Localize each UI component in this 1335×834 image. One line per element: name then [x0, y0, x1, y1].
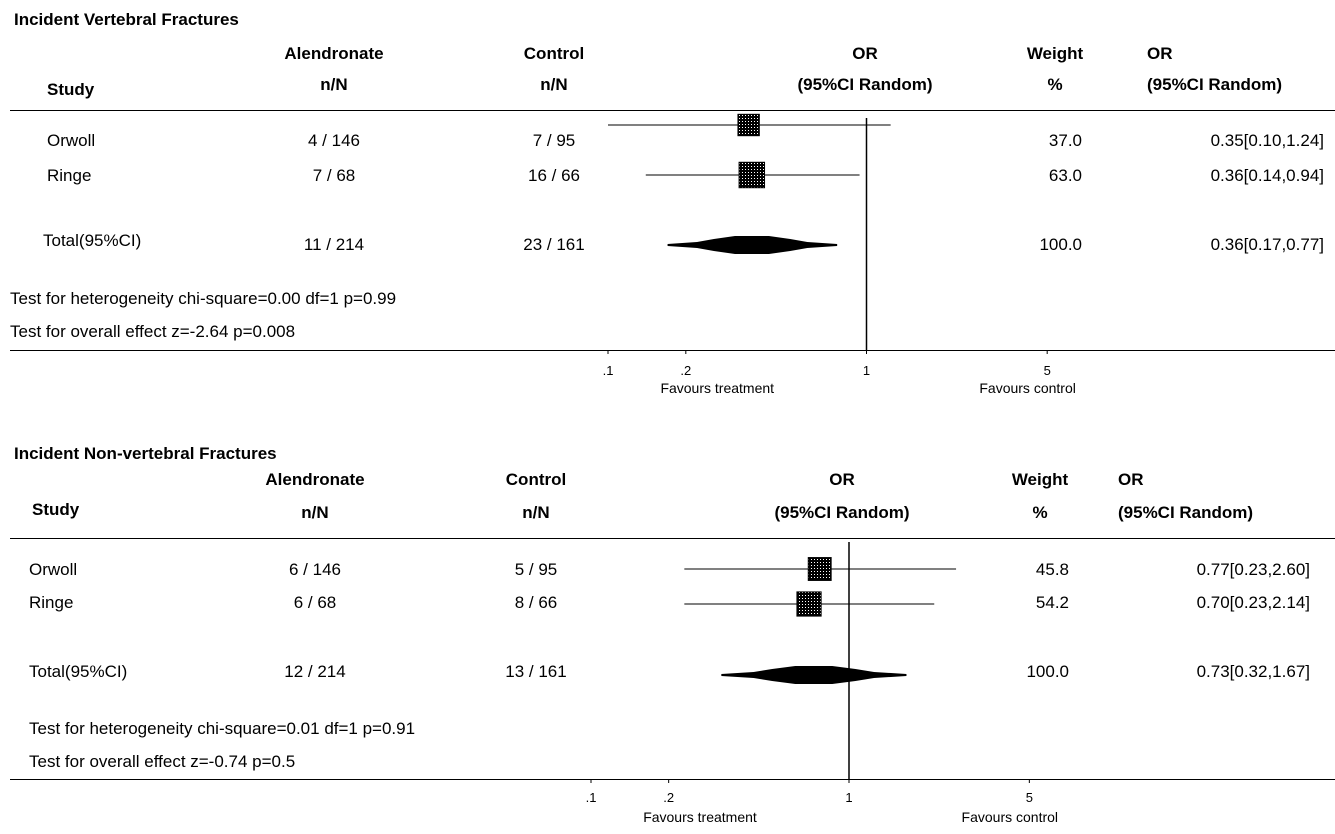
total-weight: 100.0	[1026, 662, 1069, 681]
col-header-ortext-1: OR	[1147, 44, 1173, 63]
total-or-text: 0.73[0.32,1.67]	[1196, 662, 1310, 681]
forest-panel-vertebral: Incident Vertebral Fractures Study Alend…	[0, 0, 1335, 415]
row-study: Ringe	[29, 593, 74, 612]
row-ctrl: 8 / 66	[514, 593, 558, 612]
row-ctrl: 16 / 66	[528, 166, 580, 185]
col-header-weight-1: Weight	[1011, 470, 1069, 489]
col-header-weight-2: %	[1047, 75, 1063, 94]
axis-tick-label: 5	[1026, 790, 1033, 805]
forest-plot-area: .1 .2 1 5 Favours treatment Favours control	[603, 113, 1076, 396]
row-ctrl: 7 / 95	[532, 131, 576, 150]
pooled-diamond	[721, 666, 907, 684]
study-square-marker	[796, 591, 822, 617]
col-header-treat-2: n/N	[320, 75, 348, 94]
total-study: Total(95%CI)	[43, 231, 142, 250]
axis-tick-label: 5	[1044, 363, 1051, 378]
panel-title: Incident Vertebral Fractures	[14, 10, 239, 29]
heterogeneity-test: Test for heterogeneity chi-square=0.01 d…	[29, 719, 416, 738]
study-square-marker	[737, 113, 760, 137]
axis-tick-label: .1	[603, 363, 614, 378]
overall-effect-test: Test for overall effect z=-2.64 p=0.008	[10, 322, 296, 341]
total-study: Total(95%CI)	[29, 662, 128, 681]
total-treat: 11 / 214	[303, 235, 365, 254]
panel-title: Incident Non-vertebral Fractures	[14, 444, 277, 463]
total-ctrl: 23 / 161	[523, 235, 585, 254]
heterogeneity-test: Test for heterogeneity chi-square=0.00 d…	[10, 289, 397, 308]
axis-rule	[10, 350, 1335, 351]
col-header-ortext-2: (95%CI Random)	[1147, 75, 1283, 94]
col-header-or-2: (95%CI Random)	[774, 503, 910, 522]
row-study: Orwoll	[47, 131, 96, 150]
col-header-ctrl-1: Control	[523, 44, 585, 63]
row-or-text: 0.70[0.23,2.14]	[1196, 593, 1310, 612]
col-header-ortext-2: (95%CI Random)	[1118, 503, 1254, 522]
favours-control-label: Favours control	[962, 809, 1058, 825]
favours-control-label: Favours control	[979, 380, 1075, 396]
row-weight: 54.2	[1035, 593, 1069, 612]
row-treat: 6 / 146	[289, 560, 341, 579]
row-or-text: 0.77[0.23,2.60]	[1196, 560, 1310, 579]
pooled-diamond	[667, 236, 838, 254]
row-or-text: 0.35[0.10,1.24]	[1210, 131, 1324, 150]
header-rule	[10, 110, 1335, 111]
favours-treatment-label: Favours treatment	[643, 809, 757, 825]
col-header-ctrl-2: n/N	[522, 503, 550, 522]
row-ctrl: 5 / 95	[514, 560, 558, 579]
axis-tick-label: .2	[680, 363, 691, 378]
favours-treatment-label: Favours treatment	[660, 380, 774, 396]
total-or-text: 0.36[0.17,0.77]	[1210, 235, 1324, 254]
col-header-ctrl-1: Control	[505, 470, 567, 489]
row-study: Ringe	[47, 166, 92, 185]
col-header-or-1: OR	[829, 470, 855, 489]
study-square-marker	[738, 161, 766, 189]
overall-effect-test: Test for overall effect z=-0.74 p=0.5	[29, 752, 296, 771]
row-weight: 37.0	[1048, 131, 1082, 150]
row-treat: 7 / 68	[312, 166, 356, 185]
row-weight: 63.0	[1048, 166, 1082, 185]
axis-tick-label: 1	[863, 363, 870, 378]
col-header-treat-1: Alendronate	[265, 470, 365, 489]
col-header-or-2: (95%CI Random)	[797, 75, 933, 94]
total-weight: 100.0	[1039, 235, 1082, 254]
col-header-study: Study	[32, 500, 80, 519]
row-treat: 6 / 68	[293, 593, 337, 612]
axis-rule	[10, 779, 1335, 780]
col-header-study: Study	[47, 80, 95, 99]
col-header-weight-2: %	[1032, 503, 1048, 522]
col-header-ctrl-2: n/N	[540, 75, 568, 94]
row-or-text: 0.36[0.14,0.94]	[1210, 166, 1324, 185]
study-square-marker	[807, 557, 832, 581]
col-header-treat-1: Alendronate	[284, 44, 384, 63]
row-study: Orwoll	[29, 560, 78, 579]
col-header-weight-1: Weight	[1026, 44, 1084, 63]
axis-tick-label: .1	[586, 790, 597, 805]
total-ctrl: 13 / 161	[505, 662, 567, 681]
axis-tick-label: 1	[845, 790, 852, 805]
axis-tick-label: .2	[663, 790, 674, 805]
col-header-ortext-1: OR	[1118, 470, 1144, 489]
total-treat: 12 / 214	[284, 662, 346, 681]
row-weight: 45.8	[1035, 560, 1069, 579]
row-treat: 4 / 146	[308, 131, 360, 150]
header-rule	[10, 538, 1335, 539]
col-header-treat-2: n/N	[301, 503, 329, 522]
col-header-or-1: OR	[852, 44, 878, 63]
